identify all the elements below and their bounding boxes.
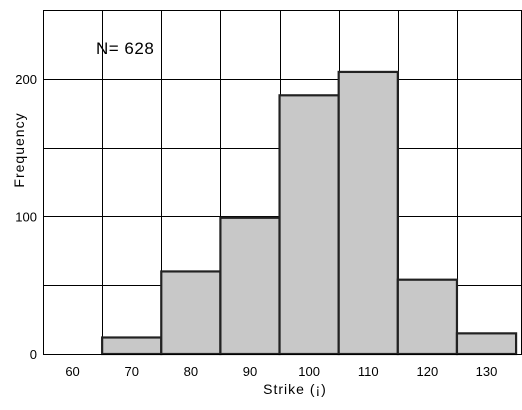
x-tick-label: 100 (298, 364, 320, 379)
histogram-bar (160, 270, 222, 356)
x-tick-label: 70 (124, 364, 138, 379)
sample-size-annotation: N= 628 (96, 39, 154, 58)
x-tick-label: 90 (243, 364, 257, 379)
y-tick-label: 100 (15, 209, 37, 224)
histogram-bar (455, 332, 518, 356)
histogram-bar (396, 278, 459, 356)
histogram-bar (219, 216, 281, 356)
x-tick-label: 60 (65, 364, 79, 379)
x-axis-label: Strike (¡) (263, 381, 327, 397)
x-tick-label: 130 (476, 364, 498, 379)
histogram-bar (101, 336, 163, 356)
x-tick-labels: 60 70 80 90 100 110 120 130 (65, 364, 497, 379)
y-tick-label: 0 (30, 347, 37, 362)
y-tick-label: 200 (15, 72, 37, 87)
histogram-bar (278, 94, 340, 356)
histogram-bars (101, 70, 518, 356)
x-tick-label: 110 (358, 364, 379, 379)
y-tick-labels: 0 100 200 (15, 72, 37, 362)
y-axis-label: Frequency (11, 112, 27, 187)
histogram-bar (337, 70, 399, 356)
x-tick-label: 120 (417, 364, 439, 379)
x-tick-label: 80 (184, 364, 198, 379)
